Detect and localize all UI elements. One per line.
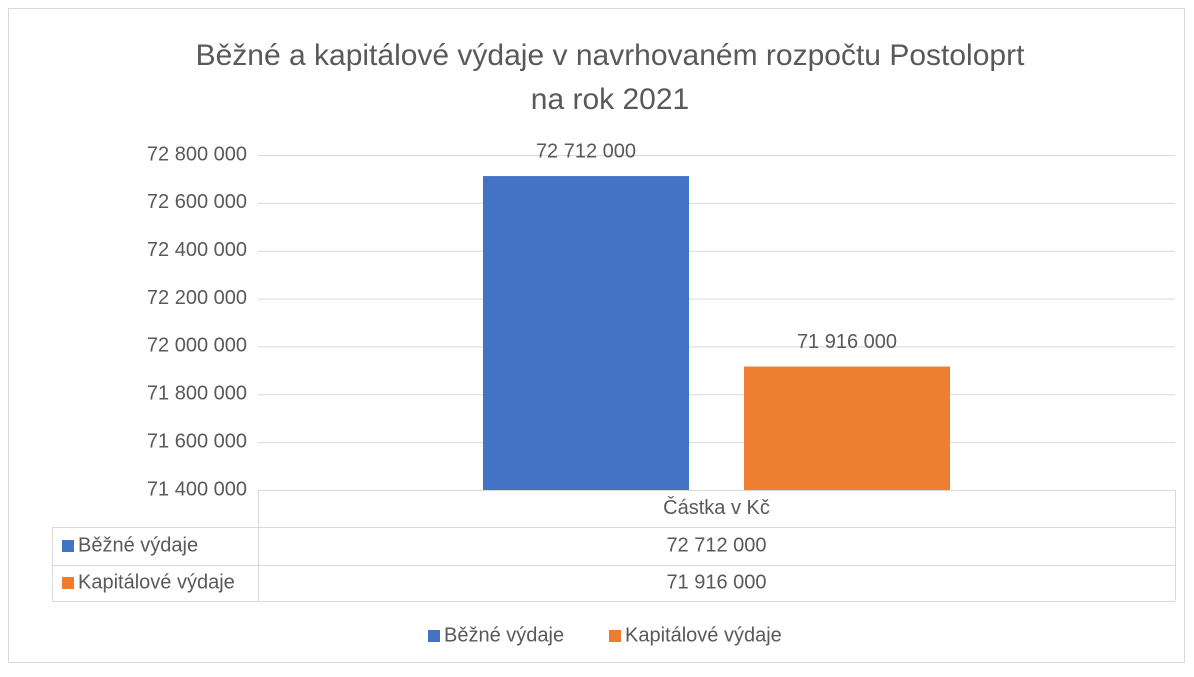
table-cell: 71 916 000	[666, 571, 766, 593]
chart-title: na rok 2021	[531, 83, 689, 116]
table-row-label: Běžné výdaje	[78, 534, 198, 556]
bar	[483, 176, 689, 491]
legend-label: Kapitálové výdaje	[625, 624, 782, 646]
chart-title: Běžné a kapitálové výdaje v navrhovaném …	[196, 39, 1025, 72]
legend-key	[428, 630, 440, 642]
y-tick-label: 72 800 000	[147, 143, 247, 165]
y-tick-label: 71 800 000	[147, 383, 247, 405]
y-tick-label: 72 200 000	[147, 287, 247, 309]
table-row-label: Kapitálové výdaje	[78, 571, 235, 593]
y-tick-label: 72 400 000	[147, 239, 247, 261]
y-tick-label: 71 400 000	[147, 478, 247, 500]
legend-key	[609, 630, 621, 642]
y-tick-label: 71 600 000	[147, 430, 247, 452]
table-cell: 72 712 000	[666, 534, 766, 556]
y-tick-label: 72 600 000	[147, 191, 247, 213]
bar	[744, 366, 950, 490]
table-legend-key	[62, 540, 74, 552]
data-label: 71 916 000	[797, 331, 897, 353]
y-tick-label: 72 000 000	[147, 335, 247, 357]
data-label: 72 712 000	[536, 140, 636, 162]
table-legend-key	[62, 577, 74, 589]
legend-label: Běžné výdaje	[444, 624, 564, 646]
table-header: Částka v Kč	[663, 496, 770, 519]
